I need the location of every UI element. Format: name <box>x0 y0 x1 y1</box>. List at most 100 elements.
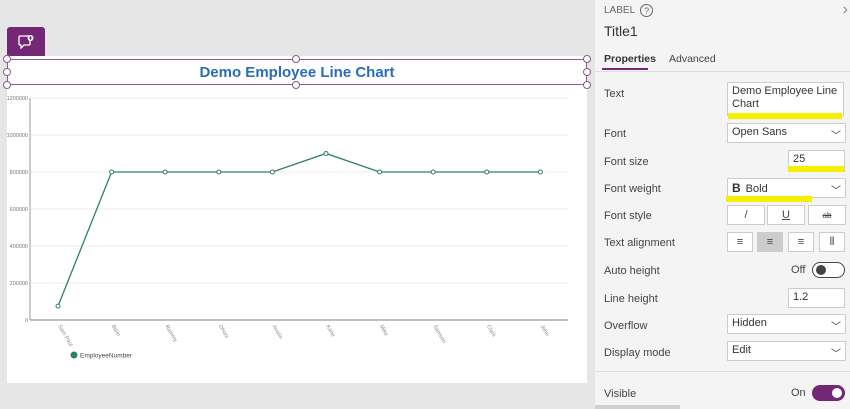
series-line <box>57 152 541 307</box>
data-point <box>109 169 115 175</box>
visible-label: Visible <box>604 388 637 400</box>
font-size-label: Font size <box>604 156 649 168</box>
resize-handle[interactable] <box>3 81 11 89</box>
visible-toggle[interactable] <box>812 385 845 401</box>
data-point <box>323 151 329 156</box>
properties-panel: LABEL ? › Title1 Properties Advanced Tex… <box>595 0 850 409</box>
font-style-label: Font style <box>604 210 652 222</box>
x-tick-label: Sam Paul <box>56 324 73 348</box>
highlight <box>788 166 844 172</box>
help-icon[interactable]: ? <box>640 4 654 17</box>
chevron-down-icon: ﹀ <box>831 131 841 142</box>
line-chart: 0 200000 400000 600000 800000 1000000 1200000 S… <box>7 96 568 360</box>
font-value: Open Sans <box>732 126 788 138</box>
align-right-icon: ≡ <box>797 236 805 248</box>
chart-card[interactable] <box>7 56 587 383</box>
y-tick-label: 400000 <box>10 244 28 250</box>
font-weight-label: Font weight <box>604 183 661 195</box>
resize-handle[interactable] <box>292 81 300 89</box>
resize-handle[interactable] <box>292 55 300 63</box>
canvas: 0 200000 400000 600000 800000 1000000 1200000 S… <box>3 27 591 383</box>
add-comment-icon <box>18 34 34 49</box>
resize-handle[interactable] <box>3 68 11 76</box>
data-point <box>484 169 490 175</box>
chevron-down-icon: ﹀ <box>831 349 841 360</box>
auto-height-toggle[interactable] <box>812 262 845 278</box>
y-tick-label: 1200000 <box>7 96 28 102</box>
align-justify-button[interactable]: ⫴ <box>819 232 845 252</box>
text-label: Text <box>604 88 625 100</box>
data-point <box>269 169 275 175</box>
chevron-down-icon: ﹀ <box>831 322 841 333</box>
italic-icon: / <box>744 209 748 221</box>
x-tick-label: Austin <box>271 324 284 340</box>
highlight <box>726 196 812 202</box>
data-point <box>162 169 168 175</box>
resize-handle[interactable] <box>583 81 591 89</box>
highlight <box>728 113 842 119</box>
active-tab-indicator <box>602 68 648 70</box>
y-tick-label: 800000 <box>10 170 28 176</box>
add-comment-button[interactable] <box>7 27 45 56</box>
x-tick-label: Rammy <box>163 324 178 344</box>
overflow-value: Hidden <box>732 317 767 329</box>
divider <box>595 71 850 72</box>
align-right-button[interactable]: ≡ <box>788 232 814 252</box>
x-tick-label: John <box>539 324 550 337</box>
align-center-button[interactable]: ≡ <box>757 232 783 252</box>
legend-label: EmployeeNumber <box>80 353 133 360</box>
display-mode-dropdown[interactable]: Edit ﹀ <box>727 341 846 361</box>
strikethrough-button[interactable]: ab <box>808 205 846 225</box>
resize-handle[interactable] <box>583 55 591 63</box>
x-tick-label: Mike <box>378 324 389 337</box>
tab-advanced[interactable]: Advanced <box>669 53 716 65</box>
overflow-label: Overflow <box>604 320 648 332</box>
text-input[interactable]: Demo Employee Line Chart <box>727 82 844 116</box>
align-justify-icon: ⫴ <box>829 235 835 248</box>
font-weight-value: Bold <box>745 183 768 195</box>
y-tick-label: 0 <box>25 318 28 324</box>
line-height-label: Line height <box>604 293 658 305</box>
auto-height-label: Auto height <box>604 265 660 277</box>
display-mode-value: Edit <box>732 344 751 356</box>
x-tick-label: Clark <box>485 324 497 338</box>
resize-handle[interactable] <box>583 68 591 76</box>
bold-icon: B <box>732 181 741 195</box>
chevron-down-icon: ﹀ <box>831 186 841 197</box>
chart-title: Demo Employee Line Chart <box>199 63 395 81</box>
font-dropdown[interactable]: Open Sans ﹀ <box>727 123 846 143</box>
align-left-icon: ≡ <box>736 236 744 248</box>
strikethrough-icon: ab <box>822 210 832 220</box>
collapse-panel-icon[interactable]: › <box>842 1 848 18</box>
auto-height-state: Off <box>791 264 806 276</box>
font-label: Font <box>604 128 627 140</box>
data-point <box>537 169 543 175</box>
data-point <box>55 303 61 309</box>
overflow-dropdown[interactable]: Hidden ﹀ <box>727 314 846 334</box>
y-tick-label: 600000 <box>10 207 28 213</box>
control-type-label: LABEL <box>604 5 636 16</box>
line-height-input[interactable]: 1.2 <box>788 288 845 308</box>
x-tick-label: Samson <box>431 324 446 344</box>
tab-properties[interactable]: Properties <box>604 53 656 65</box>
x-tick-label: Kane <box>324 324 336 338</box>
data-point <box>216 169 222 175</box>
visible-state: On <box>791 387 806 399</box>
y-tick-label: 200000 <box>10 281 28 287</box>
display-mode-label: Display mode <box>604 347 671 359</box>
data-point <box>377 169 383 175</box>
scrollbar[interactable] <box>595 405 680 409</box>
divider <box>595 371 850 372</box>
underline-button[interactable]: U <box>767 205 805 225</box>
font-weight-dropdown[interactable]: B Bold ﹀ <box>727 178 846 198</box>
y-tick-label: 1000000 <box>7 133 28 139</box>
italic-button[interactable]: / <box>727 205 765 225</box>
align-center-icon: ≡ <box>766 236 774 248</box>
underline-icon: U <box>782 209 790 221</box>
text-alignment-label: Text alignment <box>604 237 675 249</box>
legend-marker <box>70 351 78 359</box>
align-left-button[interactable]: ≡ <box>727 232 753 252</box>
resize-handle[interactable] <box>3 55 11 63</box>
x-tick-label: Bibin <box>110 324 121 338</box>
x-tick-label: Dhoni <box>217 324 229 339</box>
